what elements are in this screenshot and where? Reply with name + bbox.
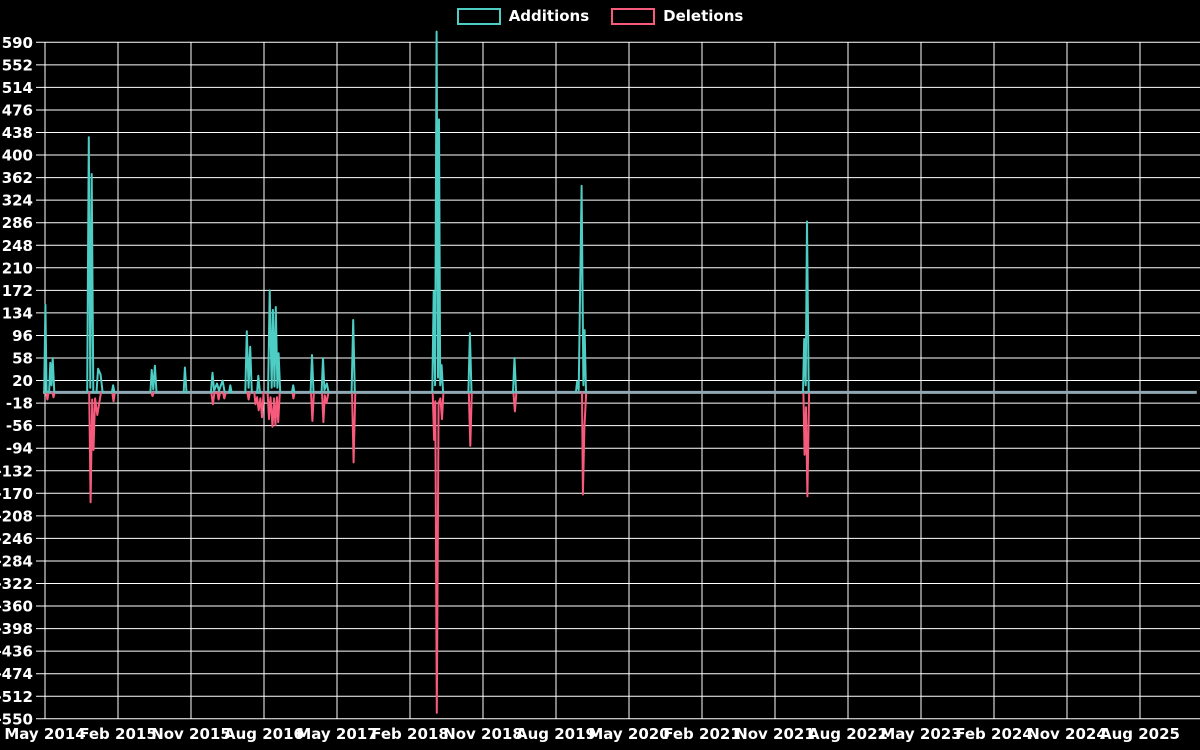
x-axis-tick-label: Nov 2015 — [151, 725, 231, 743]
deletions-line — [150, 391, 155, 397]
legend-item-additions[interactable]: Additions — [456, 7, 590, 25]
additions-line — [267, 289, 282, 394]
y-axis-tick-label: 552 — [2, 56, 33, 74]
additions-line — [350, 319, 356, 394]
additions-line — [110, 384, 116, 394]
y-axis-tick-label: -170 — [0, 485, 33, 503]
additions-line — [43, 303, 48, 394]
y-axis-tick-label: -284 — [0, 552, 33, 570]
legend-label-additions: Additions — [508, 7, 590, 25]
additions-line — [95, 367, 104, 394]
deletions-line — [581, 391, 588, 496]
additions-line — [209, 371, 226, 394]
x-axis-tick-label: Feb 2018 — [371, 725, 449, 743]
y-axis-tick-label: 134 — [2, 304, 33, 322]
x-axis-tick-label: Feb 2015 — [79, 725, 157, 743]
y-axis-tick-label: -398 — [0, 620, 33, 638]
x-axis-tick-label: Aug 2025 — [1100, 725, 1180, 743]
additions-line — [512, 357, 518, 394]
y-axis-tick-label: -436 — [0, 643, 33, 661]
y-axis-tick-label: -360 — [0, 598, 33, 616]
additions-line — [431, 30, 445, 394]
additions-line — [291, 384, 296, 394]
y-axis-tick-label: -18 — [6, 395, 33, 413]
deletions-line — [45, 391, 50, 401]
chart-legend: Additions Deletions — [0, 8, 1200, 25]
additions-line — [48, 357, 56, 394]
y-axis-tick-label: 172 — [2, 282, 33, 300]
deletions-swatch-icon — [611, 8, 656, 25]
additions-line — [309, 354, 315, 394]
y-axis-tick-label: -322 — [0, 575, 33, 593]
deletions-line — [222, 391, 227, 400]
additions-line — [802, 220, 810, 394]
additions-swatch-icon — [456, 8, 501, 25]
x-axis-tick-label: May 2017 — [296, 725, 377, 743]
y-axis-tick-label: 362 — [2, 169, 33, 187]
y-axis-tick-label: -246 — [0, 530, 33, 548]
deletions-line — [467, 391, 473, 447]
y-axis-tick-label: -132 — [0, 462, 33, 480]
x-axis-tick-label: Nov 2021 — [735, 725, 815, 743]
additions-line — [256, 374, 261, 394]
y-axis-tick-label: 590 — [2, 34, 33, 52]
y-axis-tick-label: -208 — [0, 507, 33, 525]
deletions-line — [88, 391, 102, 504]
y-axis-tick-label: -474 — [0, 665, 33, 683]
additions-line — [86, 136, 95, 394]
deletions-line — [802, 391, 811, 498]
additions-line — [467, 332, 473, 394]
x-axis-tick-label: May 2020 — [588, 725, 669, 743]
additions-line — [574, 184, 587, 394]
deletions-line — [291, 391, 296, 400]
x-axis-tick-label: May 2023 — [880, 725, 961, 743]
y-axis-tick-label: 476 — [2, 101, 33, 119]
legend-item-deletions[interactable]: Deletions — [611, 8, 743, 25]
deletions-line — [216, 391, 222, 401]
x-axis-tick-label: Aug 2019 — [516, 725, 596, 743]
y-axis-tick-label: -56 — [6, 417, 33, 435]
y-axis-tick-label: 210 — [2, 259, 33, 277]
y-axis-tick-label: 514 — [2, 79, 33, 97]
deletions-line — [266, 391, 281, 428]
y-axis-tick-label: 438 — [2, 124, 33, 142]
additions-line — [244, 330, 253, 394]
y-axis-tick-label: 324 — [2, 192, 33, 210]
x-axis-tick-label: Aug 2016 — [224, 725, 304, 743]
additions-line — [149, 364, 158, 394]
deletions-line — [210, 391, 216, 406]
y-axis-tick-label: -94 — [6, 440, 33, 458]
deletions-line — [321, 391, 330, 424]
deletions-line — [111, 391, 116, 403]
deletions-line — [310, 391, 315, 422]
x-axis-tick-label: Nov 2018 — [443, 725, 523, 743]
y-axis-tick-label: 286 — [2, 214, 33, 232]
additions-line — [228, 384, 233, 394]
y-axis-tick-label: 20 — [12, 372, 33, 390]
y-axis-tick-label: 96 — [12, 327, 33, 345]
y-axis-tick-label: 58 — [12, 350, 33, 368]
y-axis-tick-label: 248 — [2, 237, 33, 255]
legend-label-deletions: Deletions — [663, 7, 744, 25]
y-axis-tick-label: 400 — [2, 147, 33, 165]
y-axis-tick-label: -512 — [0, 688, 33, 706]
additions-line — [182, 366, 188, 394]
deletions-line — [51, 391, 56, 399]
deletions-line — [246, 391, 251, 401]
deletions-line — [351, 391, 357, 464]
deletions-line — [512, 391, 518, 413]
x-axis-tick-label: Feb 2021 — [663, 725, 741, 743]
x-axis-tick-label: Aug 2022 — [808, 725, 888, 743]
deletions-line — [431, 391, 445, 714]
x-axis-tick-label: Nov 2024 — [1027, 725, 1107, 743]
x-axis-tick-label: Feb 2024 — [955, 725, 1033, 743]
x-axis-tick-label: May 2014 — [4, 725, 85, 743]
deletions-line — [253, 391, 265, 419]
additions-line — [320, 357, 330, 394]
y-axis-tick-label: -550 — [0, 710, 33, 728]
